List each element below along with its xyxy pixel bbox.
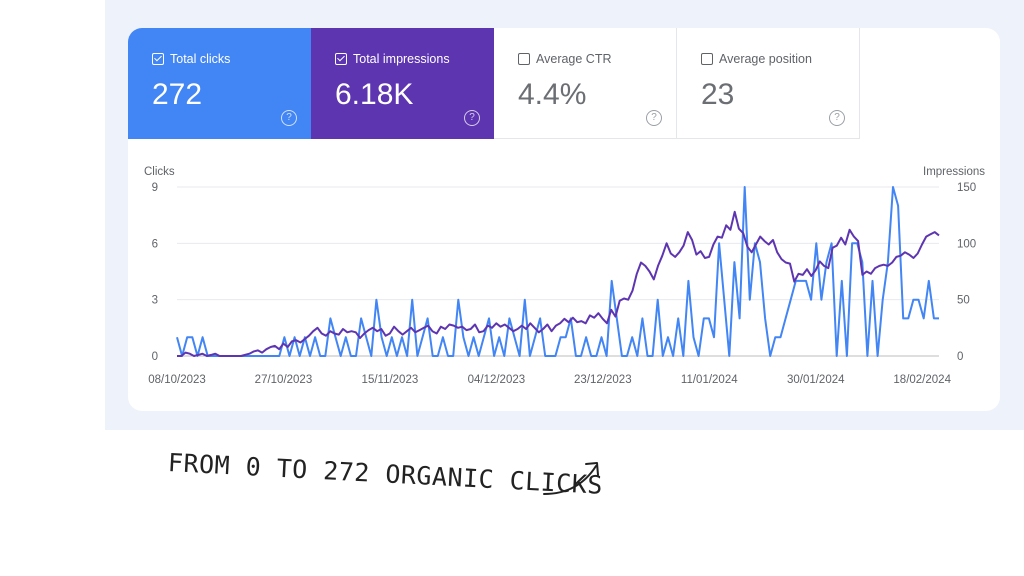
metric-average-position[interactable]: Average position 23 ? bbox=[677, 28, 860, 139]
x-tick-label: 04/12/2023 bbox=[468, 374, 526, 386]
metric-total-clicks[interactable]: Total clicks 272 ? bbox=[128, 28, 311, 139]
average-ctr-checkbox[interactable] bbox=[518, 53, 530, 65]
metric-total-impressions[interactable]: Total impressions 6.18K ? bbox=[311, 28, 494, 139]
average-position-value: 23 bbox=[701, 78, 735, 111]
average-ctr-label: Average CTR bbox=[536, 52, 612, 66]
total-impressions-checkbox[interactable] bbox=[335, 53, 347, 65]
x-tick-label: 18/02/2024 bbox=[893, 374, 951, 386]
help-icon[interactable]: ? bbox=[646, 110, 662, 126]
total-impressions-value: 6.18K bbox=[335, 78, 414, 111]
right-tick-label: 50 bbox=[957, 295, 970, 307]
total-clicks-checkbox[interactable] bbox=[152, 53, 164, 65]
metric-header: Average position bbox=[701, 52, 812, 66]
help-icon[interactable]: ? bbox=[464, 110, 480, 126]
left-tick-label: 0 bbox=[152, 351, 158, 363]
right-tick-label: 100 bbox=[957, 238, 976, 250]
average-ctr-value: 4.4% bbox=[518, 78, 587, 111]
left-tick-label: 6 bbox=[152, 238, 158, 250]
left-tick-label: 3 bbox=[152, 295, 158, 307]
right-axis-label: Impressions bbox=[923, 166, 985, 178]
right-tick-label: 150 bbox=[957, 182, 976, 194]
metric-header: Average CTR bbox=[518, 52, 612, 66]
x-tick-label: 15/11/2023 bbox=[362, 374, 419, 386]
left-tick-label: 9 bbox=[152, 182, 158, 194]
performance-card: Total clicks 272 ? Total impressions 6.1… bbox=[128, 28, 1000, 411]
arrow-icon bbox=[543, 462, 599, 495]
performance-chart: Clicks Impressions 0 0 3 50 6 100 9 150 08/10/2023… bbox=[144, 166, 985, 386]
x-tick-label: 11/01/2024 bbox=[681, 374, 738, 386]
x-tick-label: 08/10/2023 bbox=[148, 374, 206, 386]
x-tick-label: 30/01/2024 bbox=[787, 374, 845, 386]
x-tick-label: 23/12/2023 bbox=[574, 374, 632, 386]
series-line-impressions bbox=[177, 210, 940, 357]
metric-header: Total impressions bbox=[335, 52, 450, 66]
total-impressions-label: Total impressions bbox=[353, 52, 450, 66]
total-clicks-value: 272 bbox=[152, 78, 203, 111]
help-icon[interactable]: ? bbox=[281, 110, 297, 126]
average-position-checkbox[interactable] bbox=[701, 53, 713, 65]
metric-average-ctr[interactable]: Average CTR 4.4% ? bbox=[494, 28, 677, 139]
left-axis-label: Clicks bbox=[144, 166, 175, 178]
handwritten-caption: FROM 0 TO 272 ORGANIC CLICKS bbox=[167, 448, 604, 500]
help-icon[interactable]: ? bbox=[829, 110, 845, 126]
series-line-clicks bbox=[176, 186, 939, 357]
total-clicks-label: Total clicks bbox=[170, 52, 231, 66]
metric-header: Total clicks bbox=[152, 52, 230, 66]
x-tick-label: 27/10/2023 bbox=[255, 374, 313, 386]
right-tick-label: 0 bbox=[957, 351, 963, 363]
average-position-label: Average position bbox=[719, 52, 812, 66]
